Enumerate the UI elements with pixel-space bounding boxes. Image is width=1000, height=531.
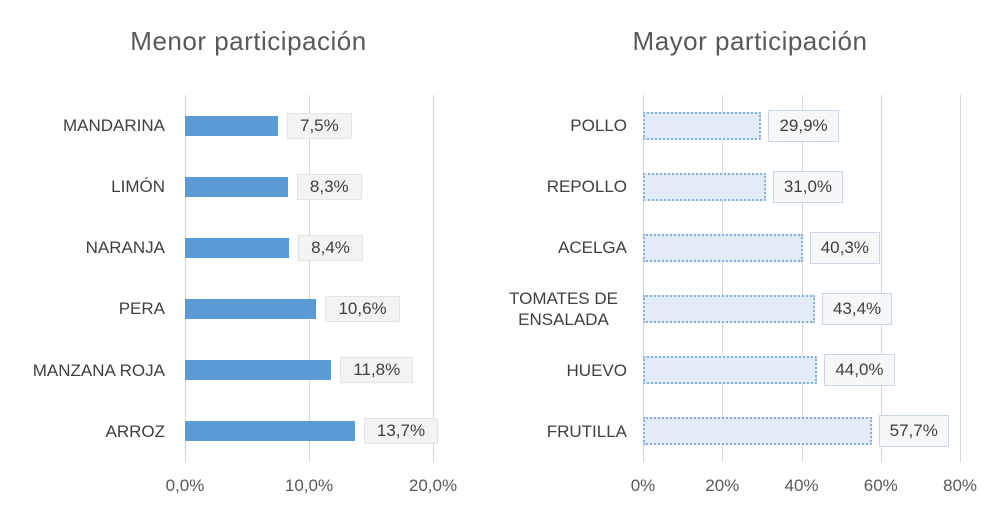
category-label-text: ARROZ (105, 421, 166, 441)
category-axis: POLLO REPOLLO ACELGA TOMATES DE ENSALADA HUE… (500, 95, 627, 462)
bar-row: 29,9% (643, 95, 960, 156)
category-label-text: LIMÓN (111, 177, 165, 197)
x-axis-tick-label: 20,0% (408, 476, 458, 495)
bar (643, 417, 872, 446)
category-label: ARROZ (0, 401, 166, 462)
x-axis-tick-label: 0,0% (165, 476, 205, 495)
bar-row: 10,6% (185, 279, 433, 340)
bar (185, 421, 355, 442)
category-label-text: TOMATES DE ENSALADA (509, 288, 618, 330)
value-label: 29,9% (768, 109, 839, 142)
category-label: ACELGA (500, 217, 627, 278)
x-axis: 0,0% 10,0% 20,0% (166, 476, 457, 500)
x-axis-tick-label: 40% (784, 476, 819, 495)
category-label-text: MANZANA ROJA (32, 360, 165, 380)
value-label: 43,4% (821, 293, 893, 326)
gridline (880, 95, 882, 462)
bar-row: 8,3% (185, 156, 433, 217)
gridline (185, 95, 186, 462)
chart-menor-participacion: Menor participación MANDARINA LIMÓN NARANJ… (0, 0, 497, 531)
bar-row: 40,3% (643, 217, 960, 278)
value-label: 8,4% (298, 234, 363, 261)
category-label-text: ACELGA (558, 238, 627, 258)
value-label: 40,3% (809, 231, 880, 264)
value-label: 10,6% (325, 296, 400, 323)
category-label: REPOLLO (500, 156, 627, 217)
category-label: MANDARINA (0, 95, 165, 156)
bar-row: 8,4% (185, 217, 433, 278)
x-axis-tick-label: 80% (942, 476, 978, 495)
category-label-text: MANDARINA (62, 115, 165, 135)
category-label: NARANJA (0, 217, 165, 278)
bar (185, 176, 288, 197)
bar (643, 356, 818, 385)
chart-mayor-participacion: Mayor participación POLLO REPOLLO ACELGA TO… (500, 0, 1000, 531)
x-axis-tick-label: 10,0% (284, 476, 334, 495)
bar (185, 237, 290, 258)
bar (185, 299, 317, 320)
category-label: HUEVO (500, 340, 627, 401)
category-label-text: PERA (118, 299, 165, 319)
x-axis: 0% 20% 40% 60% 80% (631, 476, 977, 500)
category-label-text: HUEVO (566, 360, 627, 380)
bar-row: 13,7% (185, 401, 439, 462)
category-label: TOMATES DE ENSALADA (500, 279, 627, 340)
x-axis-tick-label: 60% (863, 476, 898, 495)
category-label-text: REPOLLO (546, 177, 627, 197)
x-axis-tick-label: 0% (630, 476, 656, 495)
bar-row: 43,4% (643, 279, 960, 340)
value-label: 13,7% (363, 418, 439, 445)
value-label: 8,3% (296, 173, 362, 200)
value-label: 57,7% (878, 415, 949, 448)
value-label: 44,0% (824, 354, 895, 387)
bars-area: 7,5% 8,3% 8,4% 10,6% 11,8% 13,7% (185, 95, 439, 462)
category-label-text: NARANJA (85, 238, 165, 258)
value-label: 11,8% (340, 357, 414, 384)
plot-area (643, 95, 961, 462)
category-label: PERA (0, 279, 165, 340)
gridline (960, 95, 961, 462)
bar (643, 295, 815, 324)
bar-row: 11,8% (185, 340, 433, 401)
bar-row: 44,0% (643, 340, 960, 401)
bar-row: 57,7% (643, 401, 960, 462)
bar (643, 172, 766, 201)
gridline (433, 95, 434, 462)
chart-title-mayor: Mayor participación (632, 26, 868, 56)
gridline (309, 95, 310, 462)
bar (643, 233, 803, 262)
category-label: POLLO (500, 95, 627, 156)
bar-row: 31,0% (643, 156, 960, 217)
bar (643, 111, 762, 140)
bar (185, 360, 332, 381)
x-axis-tick-label: 20% (705, 476, 740, 495)
gridline (801, 95, 803, 462)
category-axis: MANDARINA LIMÓN NARANJA PERA MANZANA ROJA ARR… (0, 95, 165, 462)
category-label-text: FRUTILLA (546, 421, 627, 441)
category-label: FRUTILLA (500, 401, 627, 462)
bar (185, 115, 278, 136)
plot-area (185, 95, 434, 462)
bar-row: 7,5% (185, 95, 433, 156)
category-label-text: POLLO (570, 115, 627, 135)
bars-area: 29,9% 31,0% 40,3% 43,4% 44,0% 57,7% (643, 95, 960, 462)
category-label: LIMÓN (0, 156, 165, 217)
gridline (643, 95, 644, 462)
value-label: 31,0% (772, 170, 844, 203)
chart-title-menor: Menor participación (130, 26, 367, 56)
gridline (722, 95, 724, 462)
category-label: MANZANA ROJA (0, 340, 165, 401)
value-label: 7,5% (287, 112, 352, 139)
